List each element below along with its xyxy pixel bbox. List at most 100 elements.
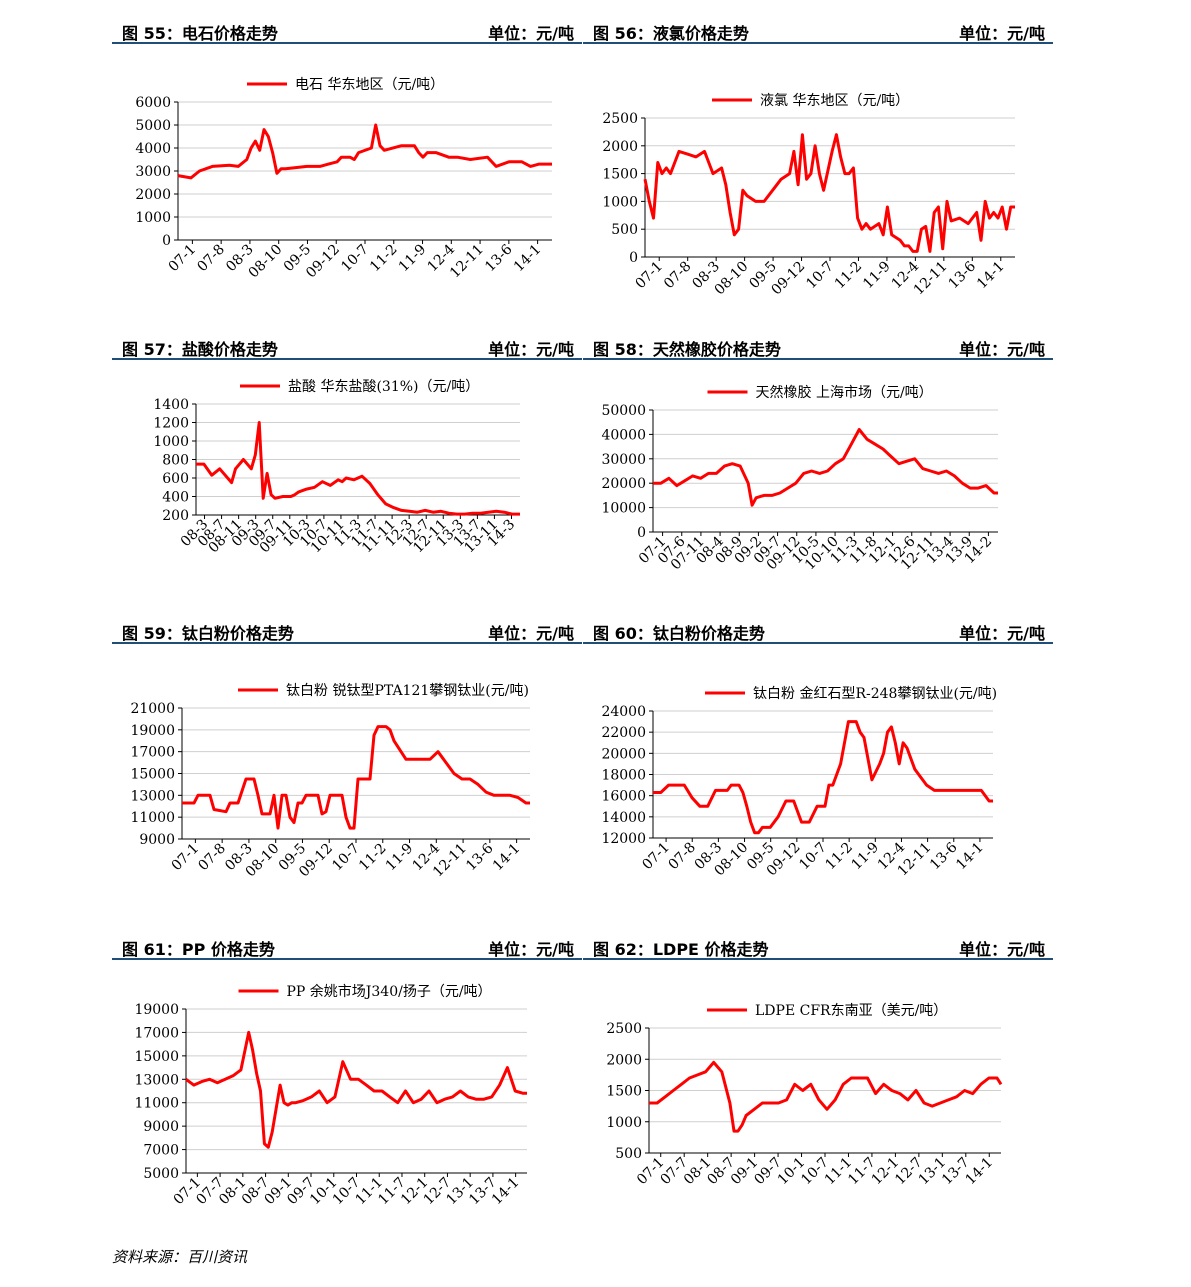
y-tick-label: 1000 <box>153 434 189 450</box>
y-tick-label: 6000 <box>135 95 171 111</box>
y-tick-label: 1400 <box>153 397 189 413</box>
series-line <box>649 1060 1003 1133</box>
source-note: 资料来源：百川资讯 <box>112 1248 248 1266</box>
x-tick-label: 07-8 <box>195 841 229 875</box>
y-tick-label: 2500 <box>606 1021 642 1037</box>
y-tick-label: 1000 <box>602 194 638 210</box>
figure-title: 图 59：钛白粉价格走势 <box>122 624 294 643</box>
line-chart: 钛白粉 金红石型R-248攀钢钛业(元/吨) 12000 14000 16000 180… <box>601 686 997 879</box>
y-tick-label: 2500 <box>602 111 638 127</box>
series-line <box>653 720 993 835</box>
y-tick-label: 1200 <box>153 416 189 432</box>
y-tick-label: 22000 <box>601 725 646 741</box>
unit-label: 单位：元/吨 <box>488 624 574 643</box>
x-tick-label: 07-8 <box>194 242 228 276</box>
y-tick-label: 19000 <box>134 1002 179 1018</box>
y-tick-label: 16000 <box>601 789 646 805</box>
figure-title: 图 58：天然橡胶价格走势 <box>593 340 781 359</box>
y-tick-label: 12000 <box>601 831 646 847</box>
unit-label: 单位：元/吨 <box>488 940 574 959</box>
figure-title: 图 57：盐酸价格走势 <box>122 340 278 359</box>
x-tick-label: 10-7 <box>338 242 372 276</box>
chart-panel-56: 图 56：液氯价格走势 单位：元/吨 液氯 华东地区（元/吨） 0 500 1000 1… <box>583 12 1053 324</box>
line-chart: LDPE CFR东南亚（美元/吨）500100015002000250007-1… <box>606 1003 1003 1189</box>
y-tick-label: 200 <box>162 508 189 524</box>
y-tick-label: 4000 <box>135 141 171 157</box>
y-tick-label: 9000 <box>139 832 175 848</box>
chart-panel-59: 图 59：钛白粉价格走势 单位：元/吨 钛白粉 锐钛型PTA121攀钢钛业(元/… <box>112 612 582 912</box>
panel-header: 图 59：钛白粉价格走势 单位：元/吨 <box>112 612 582 644</box>
series-line <box>182 725 530 830</box>
chart-panel-58: 图 58：天然橡胶价格走势 单位：元/吨 天然橡胶 上海市场（元/吨） 0 1000… <box>583 328 1053 610</box>
panel-header: 图 60：钛白粉价格走势 单位：元/吨 <box>583 612 1053 644</box>
x-tick-label: 11-2 <box>822 840 856 874</box>
legend-label: 盐酸 华东盐酸(31%)（元/吨） <box>288 379 479 395</box>
y-tick-label: 50000 <box>601 403 646 419</box>
figure-title: 图 56：液氯价格走势 <box>593 24 749 43</box>
line-chart: 电石 华东地区（元/吨） 0 1000 2000 3000 4000 5000 6000 07-… <box>135 77 552 282</box>
panel-header: 图 61：PP 价格走势 单位：元/吨 <box>112 928 582 960</box>
x-tick-label: 12-11 <box>447 242 487 282</box>
x-tick-label: 13-6 <box>482 241 516 275</box>
x-tick-label: 11-2 <box>356 841 390 875</box>
x-tick-label: 11-9 <box>383 841 417 875</box>
legend-label: LDPE CFR东南亚（美元/吨） <box>755 1003 947 1019</box>
series-line <box>653 428 998 507</box>
series-line <box>196 421 520 516</box>
x-tick-label: 07-8 <box>661 259 695 293</box>
x-tick-label: 14-1 <box>963 1155 997 1189</box>
panel-header: 图 55：电石价格走势 单位：元/吨 <box>112 12 582 44</box>
y-tick-label: 1500 <box>602 167 638 183</box>
y-tick-label: 13000 <box>134 1072 179 1088</box>
y-tick-label: 13000 <box>130 788 175 804</box>
y-tick-label: 0 <box>637 525 646 541</box>
figure-title: 图 62：LDPE 价格走势 <box>593 940 769 959</box>
x-tick-label: 11-2 <box>832 259 866 293</box>
y-tick-label: 10000 <box>601 501 646 517</box>
series-line <box>643 133 1015 253</box>
y-tick-label: 19000 <box>130 723 175 739</box>
x-tick-label: 14-1 <box>511 242 545 276</box>
y-tick-label: 400 <box>162 490 189 506</box>
y-tick-label: 18000 <box>601 768 646 784</box>
unit-label: 单位：元/吨 <box>959 340 1045 359</box>
y-tick-label: 17000 <box>130 745 175 761</box>
y-tick-label: 3000 <box>135 164 171 180</box>
chart-panel-55: 图 55：电石价格走势 单位：元/吨 电石 华东地区（元/吨） 0 1000 2000… <box>112 12 582 324</box>
panel-header: 图 57：盐酸价格走势 单位：元/吨 <box>112 328 582 360</box>
x-tick-label: 10-7 <box>329 841 363 875</box>
y-tick-label: 1000 <box>135 210 171 226</box>
y-tick-label: 800 <box>162 453 189 469</box>
chart-panel-57: 图 57：盐酸价格走势 单位：元/吨 盐酸 华东盐酸(31%)（元/吨） 200 4… <box>112 328 582 610</box>
legend-label: 钛白粉 锐钛型PTA121攀钢钛业(元/吨) <box>286 683 529 699</box>
figure-title: 图 60：钛白粉价格走势 <box>593 624 765 643</box>
y-tick-label: 5000 <box>143 1166 179 1182</box>
chart-panel-60: 图 60：钛白粉价格走势 单位：元/吨 钛白粉 金红石型R-248攀钢钛业(元/… <box>583 612 1053 912</box>
y-tick-label: 1000 <box>606 1115 642 1131</box>
x-tick-label: 14-1 <box>489 1175 523 1209</box>
x-tick-label: 11-9 <box>396 242 430 276</box>
unit-label: 单位：元/吨 <box>959 24 1045 43</box>
unit-label: 单位：元/吨 <box>959 624 1045 643</box>
y-tick-label: 21000 <box>130 701 175 717</box>
y-tick-label: 0 <box>629 250 638 266</box>
legend-label: 电石 华东地区（元/吨） <box>295 77 444 93</box>
x-tick-label: 09-12 <box>303 242 343 282</box>
x-tick-label: 10-7 <box>803 259 837 293</box>
line-chart: 钛白粉 锐钛型PTA121攀钢钛业(元/吨) 9000 11000 13000 1500… <box>130 683 530 880</box>
y-tick-label: 500 <box>611 222 638 238</box>
chart-panel-61: 图 61：PP 价格走势 单位：元/吨 PP 余姚市场J340/扬子（元/吨） 5… <box>112 928 582 1236</box>
y-tick-label: 20000 <box>601 746 646 762</box>
legend-label: PP 余姚市场J340/扬子（元/吨） <box>287 983 492 1000</box>
y-tick-label: 2000 <box>602 139 638 155</box>
line-chart: 液氯 华东地区（元/吨）0500100015002000250007-107-8… <box>602 93 1015 298</box>
x-tick-label: 14-1 <box>953 840 987 874</box>
y-tick-label: 14000 <box>601 810 646 826</box>
y-tick-label: 2000 <box>135 187 171 203</box>
line-chart: 天然橡胶 上海市场（元/吨） 0 10000 20000 30000 40000 50000… <box>601 384 998 573</box>
legend-label: 液氯 华东地区（元/吨） <box>760 93 909 109</box>
x-tick-label: 08-10 <box>246 242 286 282</box>
y-tick-label: 9000 <box>143 1119 179 1135</box>
x-tick-label: 14-1 <box>490 841 524 875</box>
unit-label: 单位：元/吨 <box>959 940 1045 959</box>
